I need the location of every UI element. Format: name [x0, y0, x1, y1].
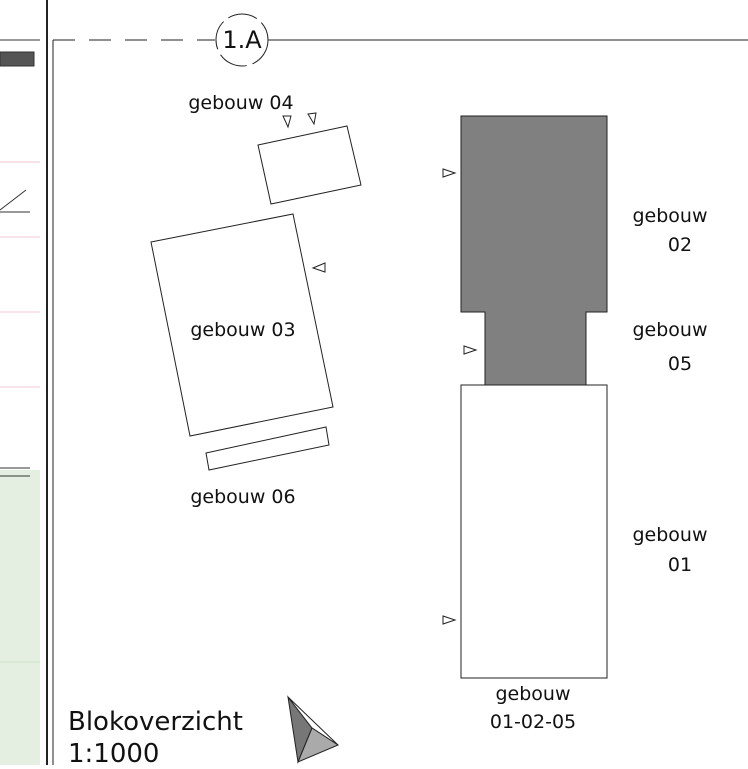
label: gebouw [632, 524, 707, 546]
building-01 [460, 384, 608, 679]
side-lines [0, 161, 40, 663]
building-04 [257, 125, 362, 205]
label: gebouw 04 [188, 92, 293, 114]
title: Blokoverzicht [68, 707, 243, 737]
building-02-05 [460, 115, 608, 386]
side-details [0, 39, 40, 477]
label: gebouw [632, 205, 707, 227]
label: gebouw [495, 683, 570, 705]
side-panel [0, 470, 40, 765]
building-06 [205, 426, 330, 471]
building-03 [150, 213, 334, 437]
label: gebouw 03 [190, 319, 295, 341]
north-arrow [287, 695, 340, 764]
label: gebouw [632, 319, 707, 341]
label: gebouw 06 [190, 486, 295, 508]
entrances [282, 112, 478, 625]
label: 02 [668, 234, 692, 256]
label: 01-02-05 [490, 711, 576, 733]
grid-marker: 1.A [222, 26, 262, 54]
label: 05 [668, 353, 692, 375]
scale: 1:1000 [68, 739, 159, 765]
label: 01 [668, 554, 692, 576]
grid-circle [215, 13, 269, 67]
